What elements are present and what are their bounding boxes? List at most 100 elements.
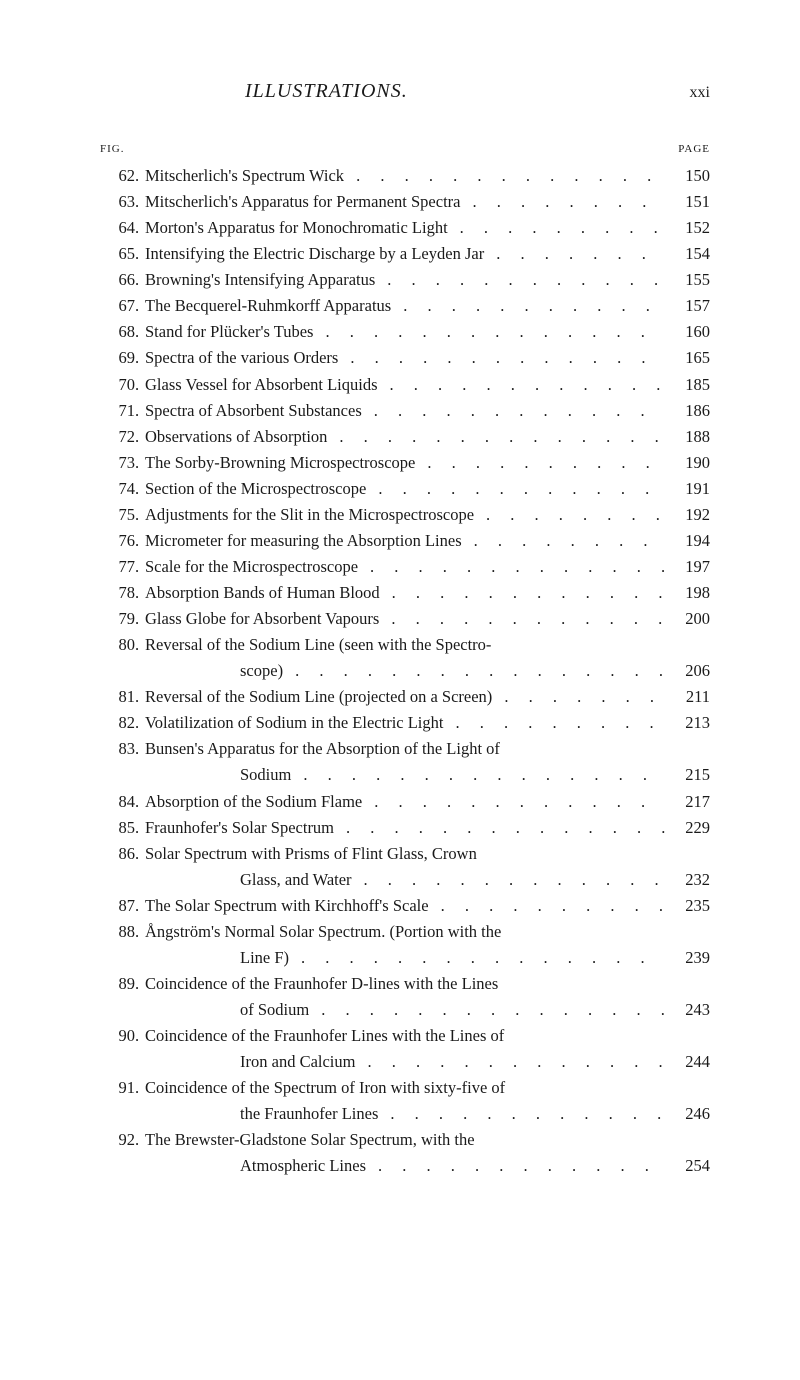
entry-period: . (135, 528, 145, 554)
entry-text: Reversal of the Sodium Line (projected o… (145, 684, 665, 710)
entry-page: 254 (665, 1153, 710, 1179)
list-entry-continuation: scope) 206 (100, 658, 710, 684)
entry-number: 92 (100, 1127, 135, 1153)
entry-text: Mitscherlich's Spectrum Wick (145, 163, 665, 189)
entry-text: The Sorby-Browning Microspectroscope (145, 450, 665, 476)
entry-number: 87 (100, 893, 135, 919)
entry-period: . (135, 606, 145, 632)
entry-number: 77 (100, 554, 135, 580)
entry-period: . (135, 815, 145, 841)
entry-text: Spectra of the various Orders (145, 345, 665, 371)
entry-page: 157 (665, 293, 710, 319)
page-title: ILLUSTRATIONS. (245, 80, 408, 103)
entry-period: . (135, 293, 145, 319)
entry-number: 90 (100, 1023, 135, 1049)
entry-page: 211 (665, 684, 710, 710)
entry-page: 232 (665, 867, 710, 893)
entry-page: 150 (665, 163, 710, 189)
entry-text: Sodium (145, 762, 665, 788)
entry-period: . (135, 893, 145, 919)
entry-page: 186 (665, 398, 710, 424)
entry-page: 154 (665, 241, 710, 267)
entry-number: 85 (100, 815, 135, 841)
entry-period: . (135, 372, 145, 398)
entry-text: Morton's Apparatus for Monochromatic Lig… (145, 215, 665, 241)
entry-period: . (135, 163, 145, 189)
entry-page: 206 (665, 658, 710, 684)
entry-text: Glass Vessel for Absorbent Liquids (145, 372, 665, 398)
entry-period: . (135, 919, 145, 945)
entry-text: Reversal of the Sodium Line (seen with t… (145, 632, 665, 658)
list-entry: 74 . Section of the Microspectroscope 19… (100, 476, 710, 502)
entry-page: 243 (665, 997, 710, 1023)
entry-page: 152 (665, 215, 710, 241)
page-number: xxi (690, 84, 710, 102)
entry-text: Intensifying the Electric Discharge by a… (145, 241, 665, 267)
list-entry: 76 . Micrometer for measuring the Absorp… (100, 528, 710, 554)
entry-page: 160 (665, 319, 710, 345)
entry-text: scope) (145, 658, 665, 684)
entry-text: Section of the Microspectroscope (145, 476, 665, 502)
entry-period: . (135, 632, 145, 658)
list-entry-continuation: Atmospheric Lines 254 (100, 1153, 710, 1179)
entry-number: 82 (100, 710, 135, 736)
entry-text: Line F) (145, 945, 665, 971)
entry-period: . (135, 736, 145, 762)
entry-period: . (135, 841, 145, 867)
list-entry: 79 . Glass Globe for Absorbent Vapours 2… (100, 606, 710, 632)
list-entry: 82 . Volatilization of Sodium in the Ele… (100, 710, 710, 736)
entry-text: Adjustments for the Slit in the Microspe… (145, 502, 665, 528)
list-entry: 68 . Stand for Plücker's Tubes 160 (100, 319, 710, 345)
page-column-header: PAGE (678, 143, 710, 155)
list-entry: 90 . Coincidence of the Fraunhofer Lines… (100, 1023, 710, 1049)
entry-number: 83 (100, 736, 135, 762)
entry-text: Glass Globe for Absorbent Vapours (145, 606, 665, 632)
list-entry: 88 . Ångström's Normal Solar Spectrum. (… (100, 919, 710, 945)
entry-page: 198 (665, 580, 710, 606)
entry-period: . (135, 684, 145, 710)
entry-text: the Fraunhofer Lines (145, 1101, 665, 1127)
list-entry: 64 . Morton's Apparatus for Monochromati… (100, 215, 710, 241)
entry-page: 197 (665, 554, 710, 580)
entry-period: . (135, 710, 145, 736)
entry-number: 63 (100, 189, 135, 215)
entry-number: 75 (100, 502, 135, 528)
entry-period: . (135, 319, 145, 345)
entry-text: Absorption of the Sodium Flame (145, 789, 665, 815)
entry-page: 155 (665, 267, 710, 293)
list-entry: 87 . The Solar Spectrum with Kirchhoff's… (100, 893, 710, 919)
entry-page: 246 (665, 1101, 710, 1127)
entry-text: Browning's Intensifying Apparatus (145, 267, 665, 293)
entry-number: 81 (100, 684, 135, 710)
entries-list: 62 . Mitscherlich's Spectrum Wick 150 63… (100, 163, 710, 1179)
entry-page: 192 (665, 502, 710, 528)
entry-text: Glass, and Water (145, 867, 665, 893)
list-entry-continuation: of Sodium 243 (100, 997, 710, 1023)
entry-text: Absorption Bands of Human Blood (145, 580, 665, 606)
entry-number: 80 (100, 632, 135, 658)
entry-number: 74 (100, 476, 135, 502)
entry-page: 165 (665, 345, 710, 371)
list-entry: 62 . Mitscherlich's Spectrum Wick 150 (100, 163, 710, 189)
list-entry: 78 . Absorption Bands of Human Blood 198 (100, 580, 710, 606)
entry-period: . (135, 241, 145, 267)
list-entry-continuation: Iron and Calcium 244 (100, 1049, 710, 1075)
entry-text: The Becquerel-Ruhmkorff Apparatus (145, 293, 665, 319)
entry-text: Ångström's Normal Solar Spectrum. (Porti… (145, 919, 665, 945)
entry-number: 70 (100, 372, 135, 398)
entry-number: 88 (100, 919, 135, 945)
entry-text: Coincidence of the Fraunhofer Lines with… (145, 1023, 665, 1049)
entry-period: . (135, 1023, 145, 1049)
list-entry: 66 . Browning's Intensifying Apparatus 1… (100, 267, 710, 293)
entry-period: . (135, 1127, 145, 1153)
entry-period: . (135, 267, 145, 293)
entry-number: 72 (100, 424, 135, 450)
list-entry: 86 . Solar Spectrum with Prisms of Flint… (100, 841, 710, 867)
entry-number: 76 (100, 528, 135, 554)
entry-text: Stand for Plücker's Tubes (145, 319, 665, 345)
page-header: ILLUSTRATIONS. xxi (100, 80, 710, 103)
list-entry: 73 . The Sorby-Browning Microspectroscop… (100, 450, 710, 476)
entry-text: of Sodium (145, 997, 665, 1023)
entry-text: Mitscherlich's Apparatus for Permanent S… (145, 189, 665, 215)
entry-number: 89 (100, 971, 135, 997)
